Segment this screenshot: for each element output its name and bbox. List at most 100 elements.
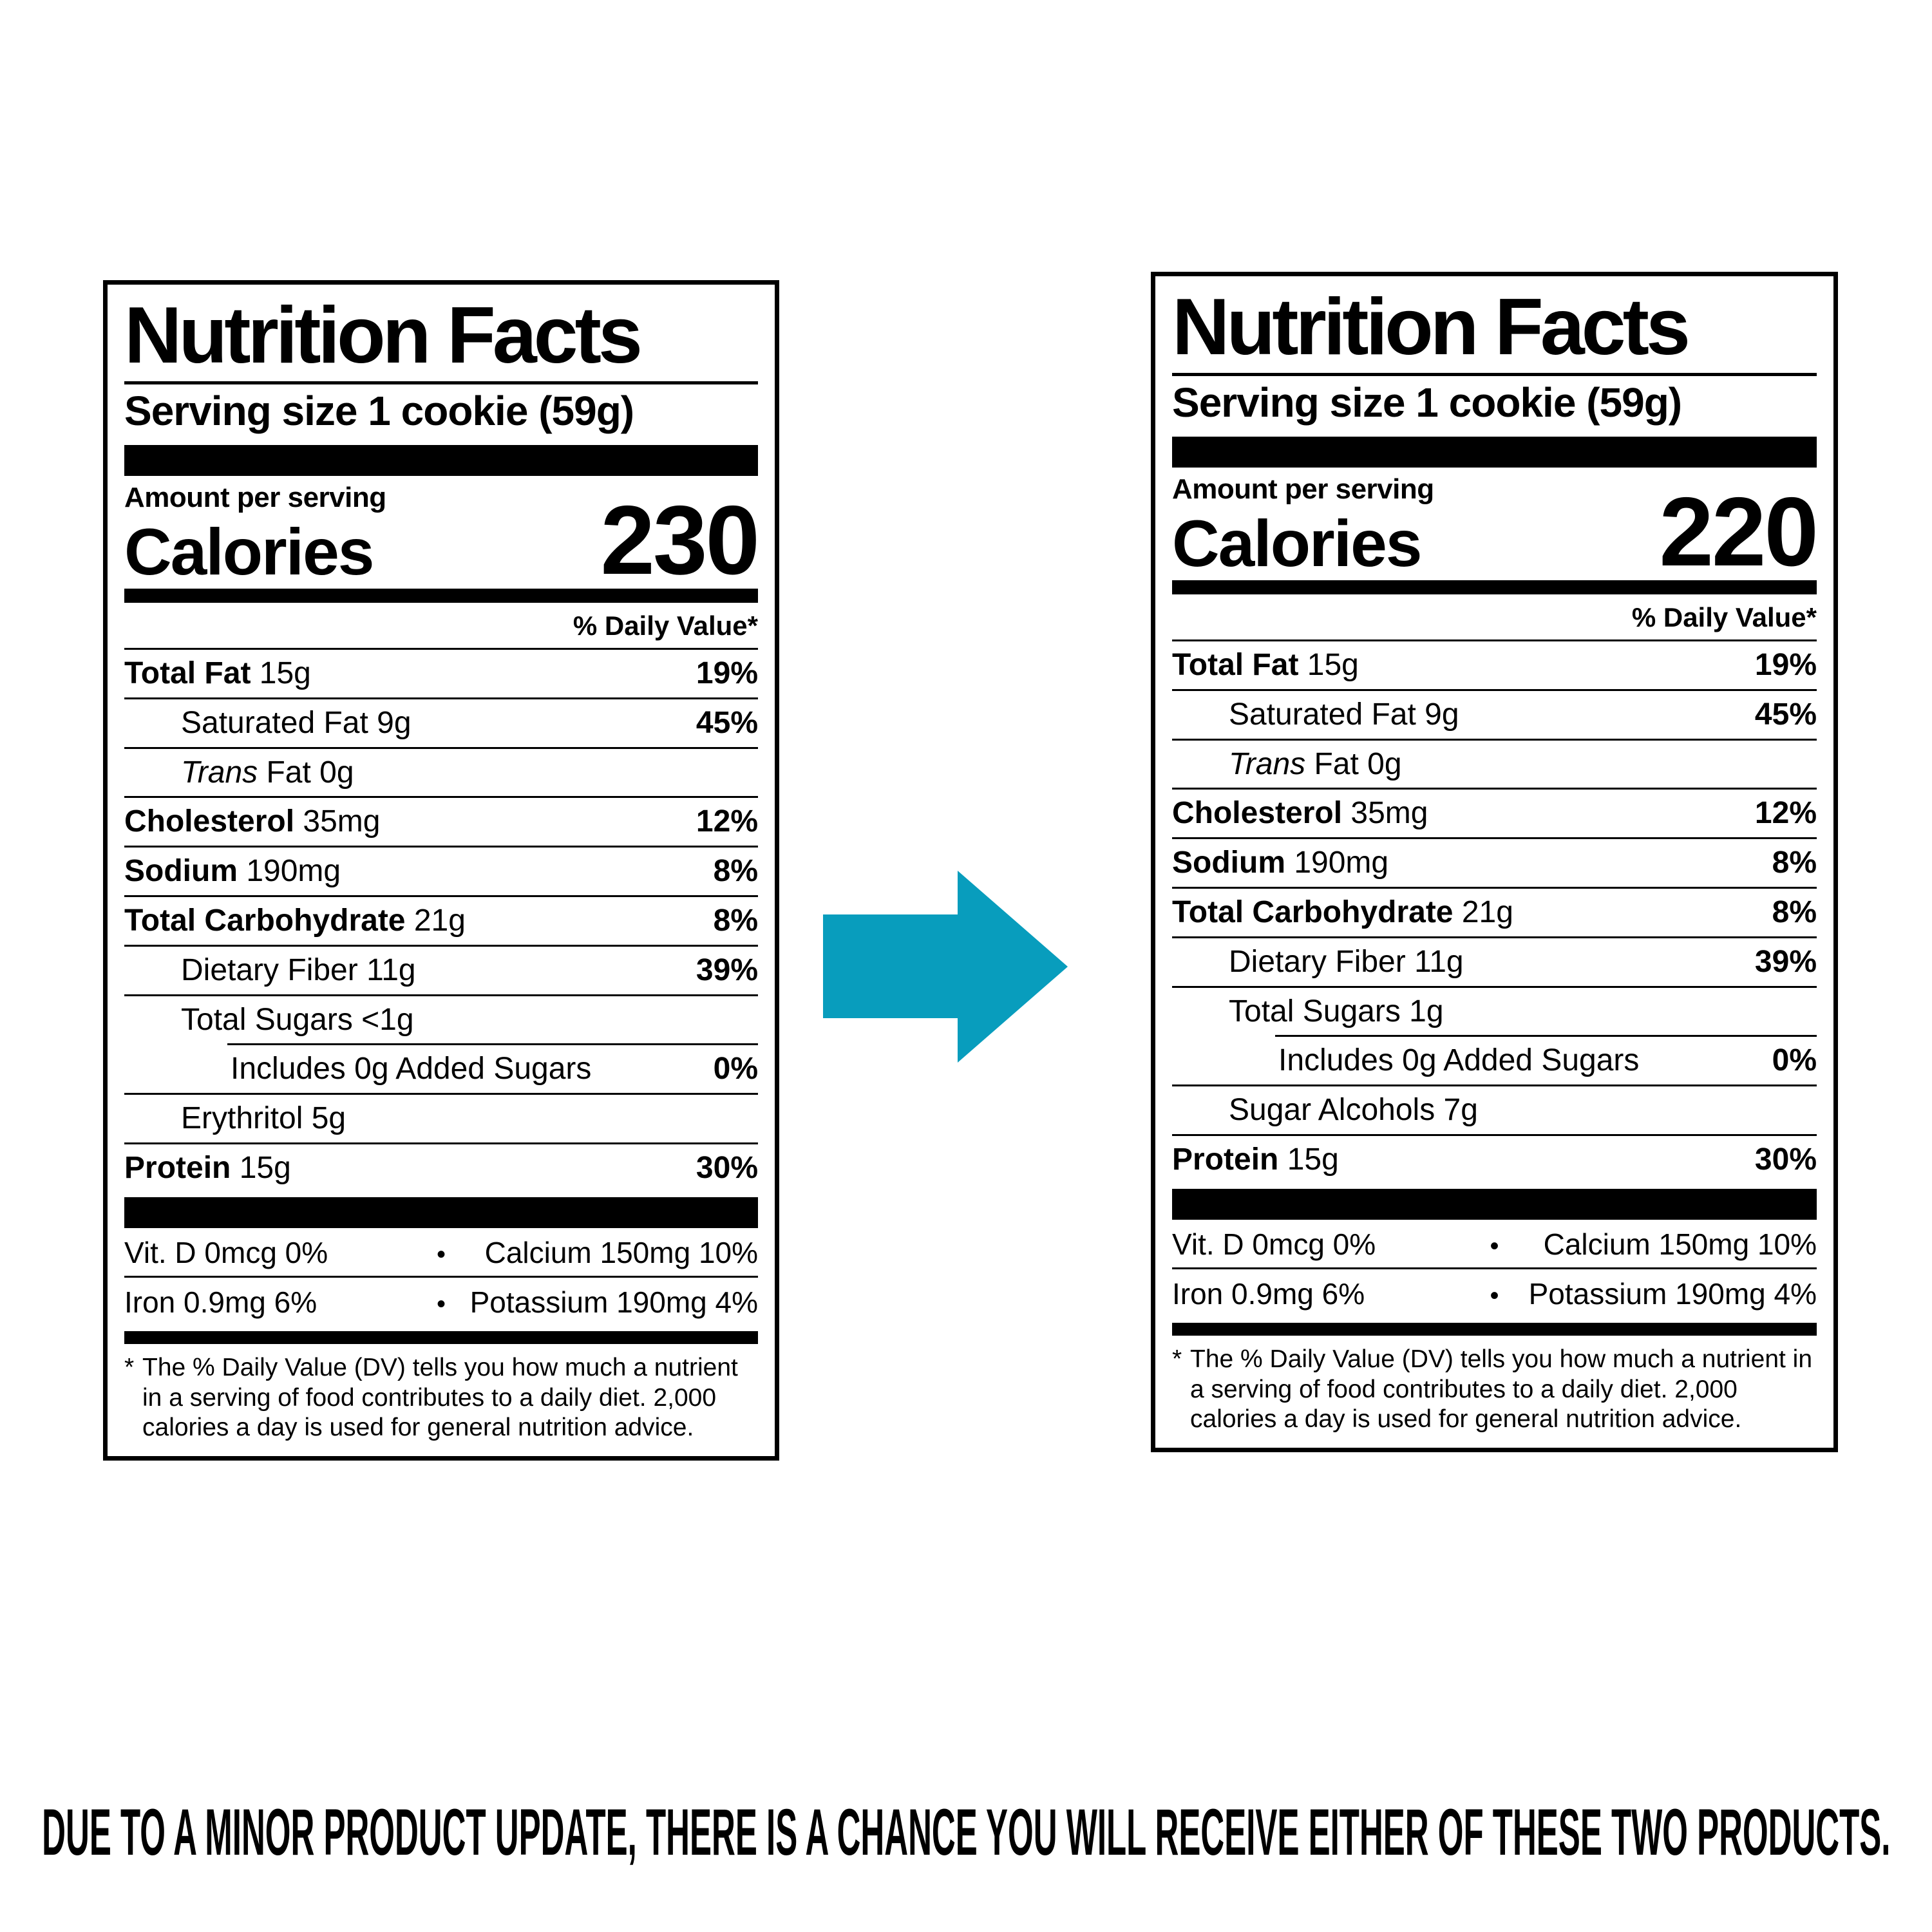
nutrient-row-cholesterol: Cholesterol 35mg 12% <box>1172 790 1817 837</box>
calories-block: Amount per serving Calories 220 <box>1172 468 1819 581</box>
nutrient-rest: Sugar Alcohols 7g <box>1229 1093 1478 1128</box>
bullet-separator: • <box>1490 1231 1499 1260</box>
separator <box>1172 639 1817 641</box>
nutrient-row-erythritol: Erythritol 5g <box>124 1095 758 1142</box>
nutrient-row-total-carbohydrate: Total Carbohydrate 21g 8% <box>124 897 758 945</box>
thick-bar <box>1172 437 1817 468</box>
nutrient-row-added-sugars: Includes 0g Added Sugars 0% <box>1172 1037 1817 1084</box>
nutrient-name: Sodium 190mg <box>124 854 341 889</box>
separator <box>124 796 758 799</box>
nutrient-bold: Total Fat <box>1172 647 1299 682</box>
nutrient-rest: 190mg <box>238 854 341 889</box>
nutrient-rest: 35mg <box>294 804 381 839</box>
nutrient-name: Erythritol 5g <box>124 1101 346 1136</box>
nutrient-dv: 45% <box>696 705 758 740</box>
nutrient-bold: Sodium <box>1172 846 1285 880</box>
separator <box>124 647 758 650</box>
nutrient-row-protein: Protein 15g 30% <box>1172 1136 1817 1184</box>
nutrient-italic: Trans <box>1229 746 1306 781</box>
nutrient-row-sodium: Sodium 190mg 8% <box>1172 839 1817 887</box>
nutrient-bold: Cholesterol <box>1172 796 1343 831</box>
serving-size: Serving size 1 cookie (59g) <box>1172 379 1682 426</box>
product-update-disclaimer: DUE TO A MINOR PRODUCT UPDATE, THERE IS … <box>41 1795 1891 1869</box>
nutrient-dv: 39% <box>1754 944 1817 979</box>
nutrient-name: Sugar Alcohols 7g <box>1172 1093 1478 1128</box>
bullet-separator: • <box>1490 1282 1499 1311</box>
calories-value: 230 <box>600 486 760 596</box>
separator <box>124 697 758 699</box>
nutrient-rest: Saturated Fat 9g <box>181 705 412 740</box>
dv-footnote: * The % Daily Value (DV) tells you how m… <box>1172 1345 1817 1435</box>
nutrient-dv: 30% <box>1754 1142 1817 1177</box>
nutrient-dv: 0% <box>713 1052 758 1086</box>
nutrient-name: Trans Fat 0g <box>124 755 354 790</box>
nutrient-dv: 39% <box>696 952 758 987</box>
nutrient-rest: Saturated Fat 9g <box>1229 697 1459 732</box>
serving-size: Serving size 1 cookie (59g) <box>124 388 634 435</box>
nutrient-dv: 19% <box>696 656 758 690</box>
nutrient-bold: Total Fat <box>124 656 251 690</box>
micro-row-vitd-calcium: Vit. D 0mcg 0% • Calcium 150mg 10% <box>124 1228 758 1276</box>
separator <box>124 994 758 996</box>
nutrient-row-trans-fat: Trans Fat 0g <box>124 749 758 797</box>
title-rule <box>1172 373 1817 377</box>
nutrient-name: Total Carbohydrate 21g <box>124 904 466 938</box>
micro-right: Potassium 190mg 4% <box>469 1285 759 1320</box>
separator-partial <box>1275 1035 1817 1037</box>
disclaimer-row: DUE TO A MINOR PRODUCT UPDATE, THERE IS … <box>0 1784 1932 1880</box>
separator <box>1172 1133 1817 1136</box>
micro-row-vitd-calcium: Vit. D 0mcg 0% • Calcium 150mg 10% <box>1172 1220 1817 1268</box>
nutrient-bold: Total Carbohydrate <box>1172 895 1454 929</box>
separator <box>124 746 758 749</box>
footnote-text: The % Daily Value (DV) tells you how muc… <box>1190 1345 1813 1434</box>
nutrient-rest: Fat 0g <box>1305 746 1402 781</box>
daily-value-header: % Daily Value* <box>573 610 758 641</box>
nutrient-bold: Sodium <box>124 854 238 889</box>
separator <box>124 1142 758 1144</box>
separator <box>1172 837 1817 840</box>
micro-right: Calcium 150mg 10% <box>484 1235 759 1269</box>
nutrient-rest: 21g <box>405 903 466 938</box>
micro-row-iron-potassium: Iron 0.9mg 6% • Potassium 190mg 4% <box>1172 1269 1817 1318</box>
nutrient-rest: Total Sugars 1g <box>1229 994 1444 1028</box>
micro-right: Potassium 190mg 4% <box>1528 1277 1817 1311</box>
nutrient-bold: Total Carbohydrate <box>124 903 406 938</box>
nutrient-rest: Erythritol 5g <box>181 1101 346 1136</box>
thick-bar <box>124 445 758 477</box>
separator <box>1172 688 1817 691</box>
nutrient-name: Includes 0g Added Sugars <box>124 1052 591 1086</box>
nutrient-dv: 30% <box>696 1150 758 1185</box>
thin-bar <box>124 1331 758 1344</box>
nutrient-rest: Fat 0g <box>258 755 354 790</box>
bullet-separator: • <box>437 1240 446 1269</box>
nutrient-row-dietary-fiber: Dietary Fiber 11g 39% <box>124 947 758 994</box>
separator <box>1172 738 1817 741</box>
nutrient-row-dietary-fiber: Dietary Fiber 11g 39% <box>1172 938 1817 986</box>
nutrient-dv: 0% <box>1772 1043 1817 1078</box>
separator <box>124 895 758 897</box>
nutrient-row-total-carbohydrate: Total Carbohydrate 21g 8% <box>1172 889 1817 936</box>
nutrient-name: Total Carbohydrate 21g <box>1172 895 1513 930</box>
micro-left: Iron 0.9mg 6% <box>124 1285 317 1320</box>
nutrient-name: Total Fat 15g <box>124 656 311 691</box>
right-arrow-icon <box>823 871 1068 1063</box>
thin-bar <box>1172 1322 1817 1336</box>
nutrient-row-sodium: Sodium 190mg 8% <box>124 848 758 895</box>
separator <box>124 944 758 947</box>
right-arrow-shape <box>823 871 1068 1063</box>
nutrient-dv: 8% <box>713 903 758 938</box>
nutrient-dv: 45% <box>1754 697 1817 732</box>
thick-bar <box>1172 1188 1817 1220</box>
separator-partial <box>227 1043 758 1046</box>
amount-per-serving: Amount per serving <box>1172 473 1434 506</box>
nutrient-rest: Includes 0g Added Sugars <box>231 1052 592 1086</box>
nutrient-row-total-sugars: Total Sugars <1g <box>124 996 758 1044</box>
nutrient-bold: Protein <box>124 1150 231 1185</box>
label-title: Nutrition Facts <box>1172 283 1690 372</box>
nutrient-name: Sodium 190mg <box>1172 846 1388 880</box>
nutrient-dv: 12% <box>696 804 758 839</box>
nutrient-rest: 35mg <box>1342 796 1428 831</box>
footnote-text: The % Daily Value (DV) tells you how muc… <box>142 1353 738 1442</box>
calories-word: Calories <box>124 515 375 589</box>
separator <box>124 846 758 848</box>
